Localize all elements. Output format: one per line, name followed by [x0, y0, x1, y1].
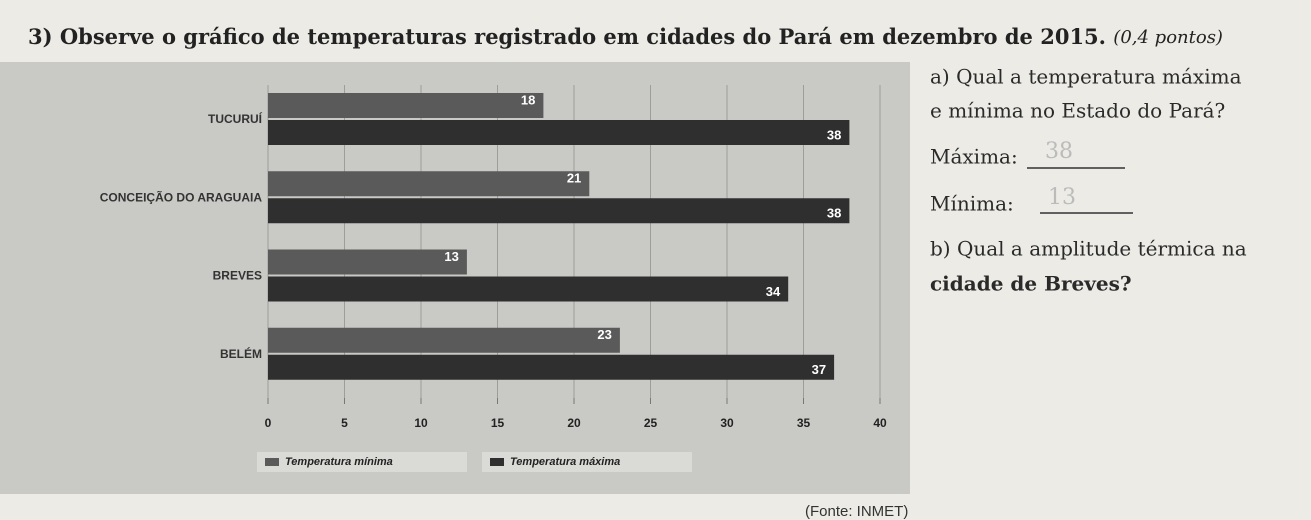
value-label: 23: [597, 327, 611, 342]
x-tick-label: 0: [265, 416, 272, 430]
category-label: BREVES: [213, 269, 262, 283]
source: (Fonte: INMET): [805, 503, 908, 520]
bar: [268, 327, 620, 353]
bar: [268, 120, 850, 145]
x-tick-label: 35: [797, 416, 811, 430]
question-a: a) Qual a temperatura máxima: [930, 65, 1242, 89]
legend-background: [482, 452, 692, 472]
answer-label: Mínima:: [930, 192, 1014, 216]
answer-label: Máxima:: [930, 145, 1018, 169]
handwritten-answer: 38: [1045, 139, 1073, 164]
question-b: b) Qual a amplitude térmica na: [930, 237, 1247, 261]
questions: a) Qual a temperatura máxima e mínima no…: [930, 65, 1247, 296]
legend-swatch: [265, 458, 279, 466]
category-label: BELÉM: [220, 346, 262, 361]
x-tick-label: 5: [341, 416, 348, 430]
chart: 0 5 10 15 20 25 30 35 40 TUCURUÍ 18 38 CONCEIÇÃO DO …: [100, 85, 887, 472]
value-label: 21: [567, 171, 581, 186]
bar: [268, 354, 835, 380]
question-a: e mínima no Estado do Pará?: [930, 99, 1225, 123]
value-label: 38: [827, 127, 841, 142]
bar: [268, 93, 544, 118]
bar: [268, 249, 467, 275]
bar: [268, 171, 590, 197]
value-label: 34: [766, 284, 781, 299]
value-label: 38: [827, 206, 841, 221]
legend-label: Temperatura mínima: [285, 456, 393, 468]
x-tick-label: 20: [567, 416, 581, 430]
points: (0,4 pontos): [1113, 27, 1223, 48]
legend-background: [257, 452, 467, 472]
x-tick-label: 15: [491, 416, 505, 430]
value-label: 13: [444, 249, 458, 264]
question-title: 3) Observe o gráfico de temperaturas reg…: [28, 24, 1223, 49]
legend-swatch: [490, 458, 504, 466]
x-tick-label: 25: [644, 416, 658, 430]
x-tick-label: 30: [720, 416, 734, 430]
handwritten-answer: 13: [1048, 185, 1076, 210]
category-label: CONCEIÇÃO DO ARAGUAIA: [100, 189, 263, 204]
question-b: cidade de Breves?: [930, 272, 1132, 296]
value-label: 37: [812, 362, 826, 377]
bar: [268, 276, 789, 302]
legend-label: Temperatura máxima: [510, 456, 620, 468]
x-tick-label: 40: [873, 416, 887, 430]
value-label: 18: [521, 92, 535, 107]
x-tick-label: 10: [414, 416, 428, 430]
bar: [268, 198, 850, 224]
title-text: 3) Observe o gráfico de temperaturas reg…: [28, 24, 1106, 49]
category-label: TUCURUÍ: [208, 111, 263, 126]
